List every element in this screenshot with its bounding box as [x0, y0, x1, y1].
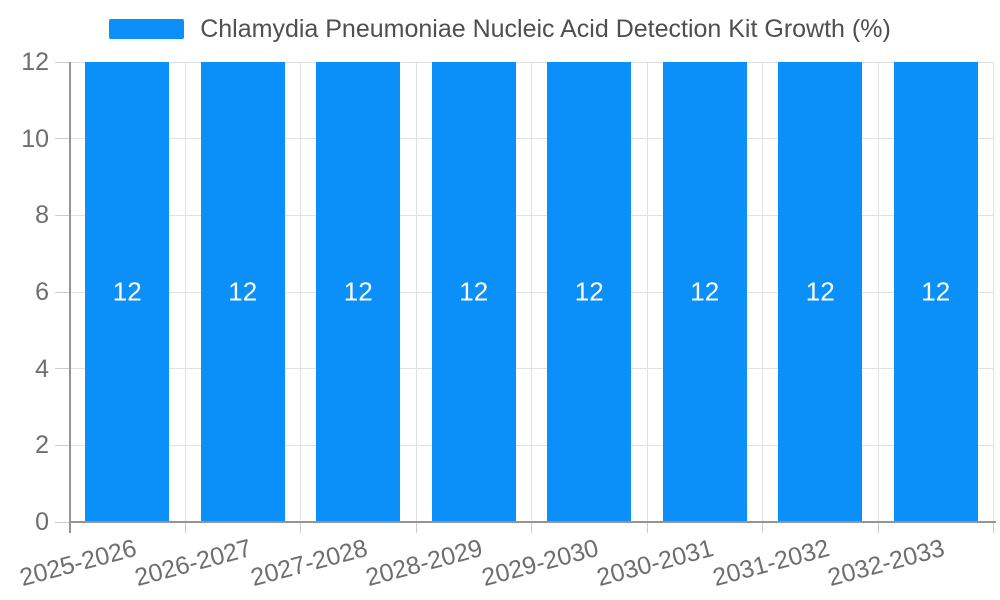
y-axis-tick — [55, 138, 69, 140]
gridline-vertical — [300, 62, 301, 522]
x-axis-tick — [762, 522, 763, 533]
bar[interactable]: 12 — [316, 62, 401, 522]
x-axis-label: 2031-2032 — [709, 534, 833, 593]
gridline-vertical — [877, 62, 879, 522]
bar-value-label: 12 — [921, 276, 951, 307]
y-axis-label: 12 — [21, 48, 49, 76]
gridline-vertical — [415, 62, 417, 522]
gridline-vertical — [762, 62, 763, 522]
x-axis-label: 2030-2031 — [594, 534, 717, 593]
gridline-vertical — [646, 62, 648, 522]
bar[interactable]: 12 — [431, 62, 516, 522]
y-axis-tick — [55, 291, 69, 293]
x-axis-label: 2028-2029 — [363, 534, 486, 593]
legend-label: Chlamydia Pneumoniae Nucleic Acid Detect… — [200, 15, 891, 43]
x-axis-label: 2027-2028 — [247, 534, 371, 593]
bar[interactable]: 12 — [547, 62, 632, 522]
y-axis-tick — [55, 444, 69, 446]
y-axis-tick — [55, 61, 69, 63]
y-axis-label: 10 — [21, 124, 49, 153]
gridline-vertical — [184, 62, 186, 522]
legend-swatch — [109, 19, 185, 39]
x-axis-tick — [300, 522, 301, 533]
y-axis-label: 0 — [35, 508, 49, 536]
bar-value-label: 12 — [574, 276, 604, 307]
y-axis-tick — [55, 521, 69, 523]
bar[interactable]: 12 — [85, 62, 170, 522]
x-axis-line — [68, 521, 996, 523]
bar[interactable]: 12 — [778, 62, 863, 522]
y-axis-line — [68, 62, 71, 533]
bar-value-label: 12 — [690, 276, 720, 307]
bar-value-label: 12 — [228, 276, 258, 307]
x-axis-label: 2025-2026 — [16, 534, 140, 593]
bar[interactable]: 12 — [893, 62, 978, 522]
x-axis-label: 2029-2030 — [478, 534, 602, 593]
x-axis-tick — [531, 522, 532, 533]
y-axis-label: 8 — [35, 201, 49, 230]
x-axis-tick — [877, 522, 879, 533]
y-axis-label: 6 — [35, 278, 49, 306]
gridline-vertical — [531, 62, 532, 522]
x-axis-label: 2026-2027 — [132, 534, 255, 593]
bar-value-label: 12 — [343, 276, 373, 307]
bar[interactable]: 12 — [200, 62, 285, 522]
bar[interactable]: 12 — [662, 62, 747, 522]
gridline-vertical — [993, 62, 994, 522]
x-axis-tick — [993, 522, 994, 533]
bar-value-label: 12 — [459, 276, 489, 307]
y-axis-label: 4 — [35, 354, 49, 383]
x-axis-label: 2032-2033 — [825, 534, 948, 593]
bar-value-label: 12 — [112, 276, 142, 307]
x-axis-tick — [415, 522, 417, 533]
legend-item[interactable]: Chlamydia Pneumoniae Nucleic Acid Detect… — [0, 15, 1000, 43]
y-axis-label: 2 — [35, 431, 49, 460]
x-axis-tick — [646, 522, 648, 533]
bar-value-label: 12 — [805, 276, 835, 307]
y-axis-tick — [55, 214, 69, 216]
y-axis-tick — [55, 368, 69, 370]
x-axis-tick — [184, 522, 186, 533]
